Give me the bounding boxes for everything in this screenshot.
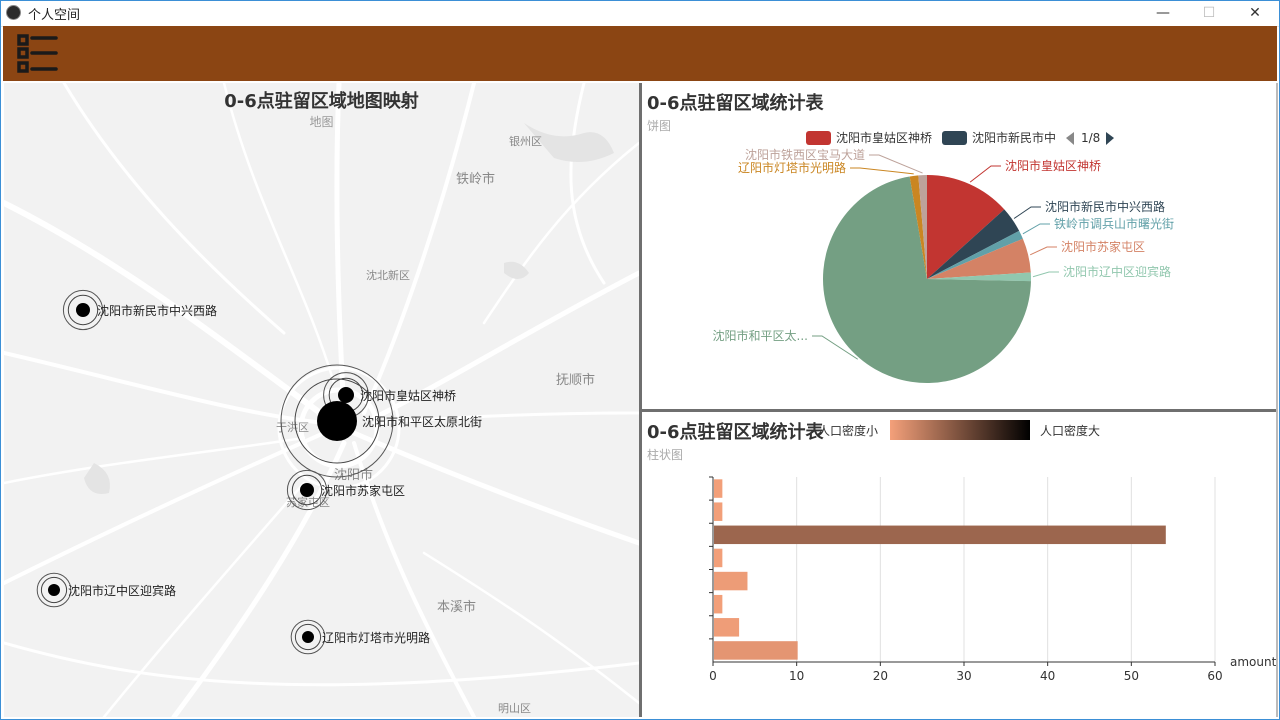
x-axis-tick-label: 50 xyxy=(1124,669,1139,683)
map-roads xyxy=(4,83,639,717)
pie-slice[interactable] xyxy=(927,175,1005,279)
bar[interactable] xyxy=(714,479,723,498)
map-point-label: 沈阳市辽中区迎宾路 xyxy=(68,584,177,598)
map-point-marker[interactable] xyxy=(62,289,104,331)
map-point-marker[interactable] xyxy=(286,469,328,511)
pie-slice[interactable] xyxy=(823,176,1031,384)
bar[interactable] xyxy=(714,548,723,568)
pie-slice[interactable] xyxy=(909,175,927,279)
pie-slice[interactable] xyxy=(927,272,1031,282)
legend-swatch[interactable] xyxy=(942,131,967,145)
visualmap-low-label: 人口密度小 xyxy=(818,424,879,438)
visualmap-high-label: 人口密度大 xyxy=(1040,424,1101,438)
map-point-label: 辽阳市灯塔市光明路 xyxy=(322,631,431,645)
x-axis-tick-label: 60 xyxy=(1207,669,1222,683)
top-toolbar xyxy=(3,26,1277,81)
visualmap-gradient[interactable] xyxy=(890,420,1030,440)
pie-slice-label: 沈阳市辽中区迎宾路 xyxy=(1063,264,1171,279)
pie-label-line xyxy=(812,335,859,360)
legend-next-arrow-icon[interactable] xyxy=(1106,132,1114,145)
pie-chart-panel: 0-6点驻留区域统计表 饼图 沈阳市皇姑区神桥沈阳市新民市中兴西路铁岭市调兵山市… xyxy=(642,83,1277,409)
pie-slice-label: 沈阳市皇姑区神桥 xyxy=(1005,158,1101,173)
map-point-label: 沈阳市新民市中兴西路 xyxy=(97,304,218,318)
legend-prev-arrow-icon[interactable] xyxy=(1066,132,1074,145)
x-axis-tick-label: 0 xyxy=(709,669,717,683)
map-place-label: 沈阳市 xyxy=(334,468,374,483)
pie-label-line xyxy=(1029,246,1057,256)
bar-chart-title: 0-6点驻留区域统计表 xyxy=(647,422,824,443)
legend-item[interactable]: 沈阳市皇姑区神桥 xyxy=(836,130,932,145)
map-panel[interactable]: 0-6点驻留区域地图映射 地图 银州区铁岭市沈北新区抚顺市于洪区沈阳市 苏家屯区本… xyxy=(4,83,639,717)
x-axis-tick-label: 20 xyxy=(873,669,888,683)
pie-slice-label: 铁岭市调兵山市曙光街 xyxy=(1054,216,1174,231)
map-point-marker[interactable] xyxy=(322,371,370,419)
pie-label-line xyxy=(869,154,923,174)
pie-label-line xyxy=(969,165,1001,183)
pie-label-line xyxy=(1022,223,1050,235)
app-logo-icon xyxy=(6,5,21,20)
map-point-label: 沈阳市苏家屯区 xyxy=(321,484,406,498)
close-button[interactable]: ✕ xyxy=(1249,5,1261,21)
legend-page-indicator: 1/8 xyxy=(1081,131,1100,145)
legend-swatch[interactable] xyxy=(806,131,831,145)
pie-slice-label: 沈阳市苏家屯区 xyxy=(1061,239,1145,254)
vertical-divider[interactable] xyxy=(639,83,642,717)
bar[interactable] xyxy=(714,618,740,637)
pie-slice[interactable] xyxy=(918,175,927,279)
x-axis-tick-label: 30 xyxy=(956,669,971,683)
map-place-label: 本溪市 xyxy=(437,600,477,615)
map-water xyxy=(84,123,614,494)
map-point-marker[interactable] xyxy=(290,619,326,655)
pie-slice-label: 沈阳市和平区太... xyxy=(713,328,808,343)
map-place-label: 银州区 xyxy=(509,135,542,148)
window-title: 个人空间 xyxy=(28,8,81,23)
map-place-label: 于洪区 xyxy=(276,421,309,434)
bar-chart: 0 10 20 30 40 50 60 amount xyxy=(709,476,1277,683)
map-subtitle: 地图 xyxy=(309,115,334,129)
map-title: 0-6点驻留区域地图映射 xyxy=(224,91,419,112)
x-axis-label: amount xyxy=(1230,655,1277,669)
pie-slice[interactable] xyxy=(927,238,1031,279)
pie-slice-label: 辽阳市灯塔市光明路 xyxy=(738,160,846,175)
map-point-marker[interactable] xyxy=(277,361,397,481)
map-place-label: 抚顺市 xyxy=(556,373,596,388)
map-point-label: 沈阳市皇姑区神桥 xyxy=(360,389,457,403)
map-place-label: 沈北新区 xyxy=(366,269,410,282)
pie-label-line xyxy=(850,167,914,175)
bar-chart-subtitle: 柱状图 xyxy=(647,448,684,462)
pie-slice[interactable] xyxy=(927,230,1023,279)
legend-item[interactable]: 沈阳市新民市中 xyxy=(972,130,1056,145)
pie-label-line xyxy=(1032,271,1059,278)
maximize-button[interactable]: ☐ xyxy=(1202,5,1216,21)
bar[interactable] xyxy=(714,594,723,614)
map-place-label: 明山区 xyxy=(498,702,531,715)
bar[interactable] xyxy=(714,502,723,521)
map-point-marker[interactable] xyxy=(36,572,72,608)
horizontal-divider[interactable] xyxy=(642,409,1278,412)
pie-slice-label: 沈阳市铁西区宝马大道 xyxy=(745,147,865,162)
x-axis-tick-label: 40 xyxy=(1040,669,1055,683)
pie-slice[interactable] xyxy=(927,209,1020,279)
pie-chart-subtitle: 饼图 xyxy=(647,119,672,133)
x-axis-tick-label: 10 xyxy=(789,669,804,683)
pie-chart: 沈阳市皇姑区神桥沈阳市新民市中兴西路铁岭市调兵山市曙光街沈阳市苏家屯区沈阳市辽中… xyxy=(713,130,1174,384)
minimize-button[interactable]: — xyxy=(1156,5,1170,21)
right-frame xyxy=(1276,83,1278,717)
window-titlebar: 个人空间 — ☐ ✕ xyxy=(0,0,1280,27)
pie-chart-title: 0-6点驻留区域统计表 xyxy=(647,93,824,114)
menu-list-icon[interactable] xyxy=(15,32,59,74)
pie-slice-label: 沈阳市新民市中兴西路 xyxy=(1045,199,1165,214)
pie-label-line xyxy=(1013,206,1041,219)
bar[interactable] xyxy=(714,641,798,660)
bar-chart-panel: 0-6点驻留区域统计表 柱状图 人口密度小 人口密度大 0 10 20 30 40 50 6… xyxy=(642,412,1277,717)
map-point-label: 沈阳市和平区太原北街 xyxy=(362,415,483,429)
bar[interactable] xyxy=(714,571,748,591)
bar[interactable] xyxy=(714,525,1166,545)
map-place-label: 铁岭市 xyxy=(456,172,496,187)
